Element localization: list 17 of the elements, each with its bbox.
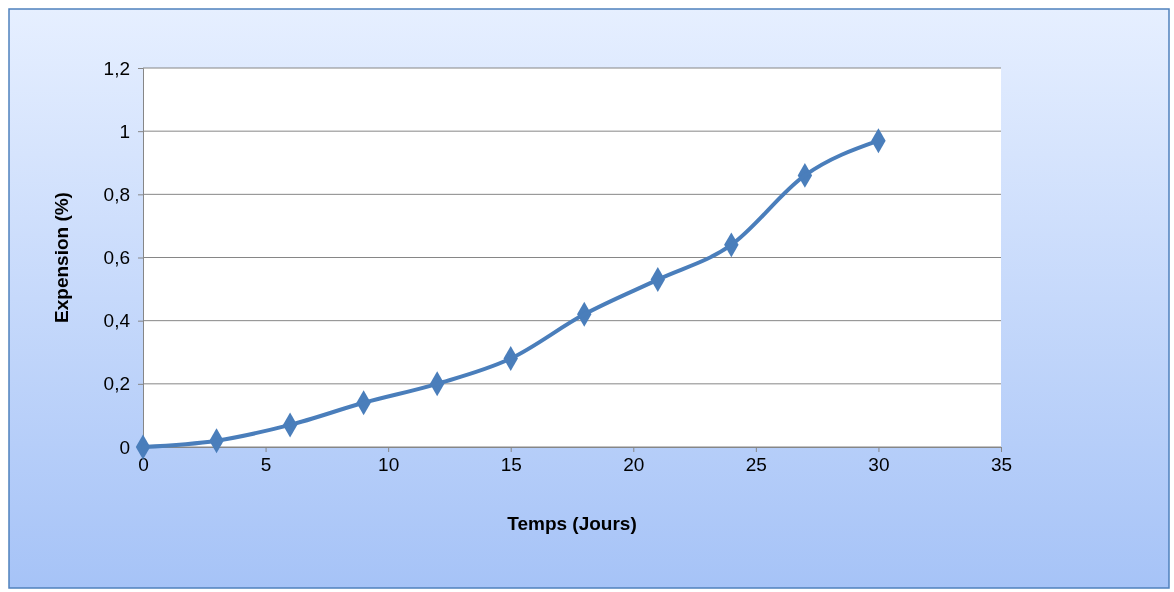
y-axis-title: Expension (%) [51,192,72,323]
x-axis-title: Temps (Jours) [507,513,637,534]
y-tick-label: 1,2 [103,57,130,79]
x-tick-label: 15 [500,454,522,476]
x-tick-label: 20 [623,454,645,476]
y-tick-label: 0,6 [103,247,130,269]
x-tick-label: 10 [378,454,400,476]
x-tick-label: 0 [138,454,149,476]
y-tick-label: 0 [119,436,130,458]
y-tick-label: 0,4 [103,310,131,332]
y-tick-label: 0,2 [103,373,130,395]
y-tick-label: 0,8 [103,183,130,205]
y-tick-label: 1 [119,120,130,142]
x-tick-label: 30 [868,454,890,476]
x-tick-label: 5 [260,454,272,476]
x-tick-label: 35 [990,454,1013,476]
x-tick-label: 25 [745,454,767,476]
